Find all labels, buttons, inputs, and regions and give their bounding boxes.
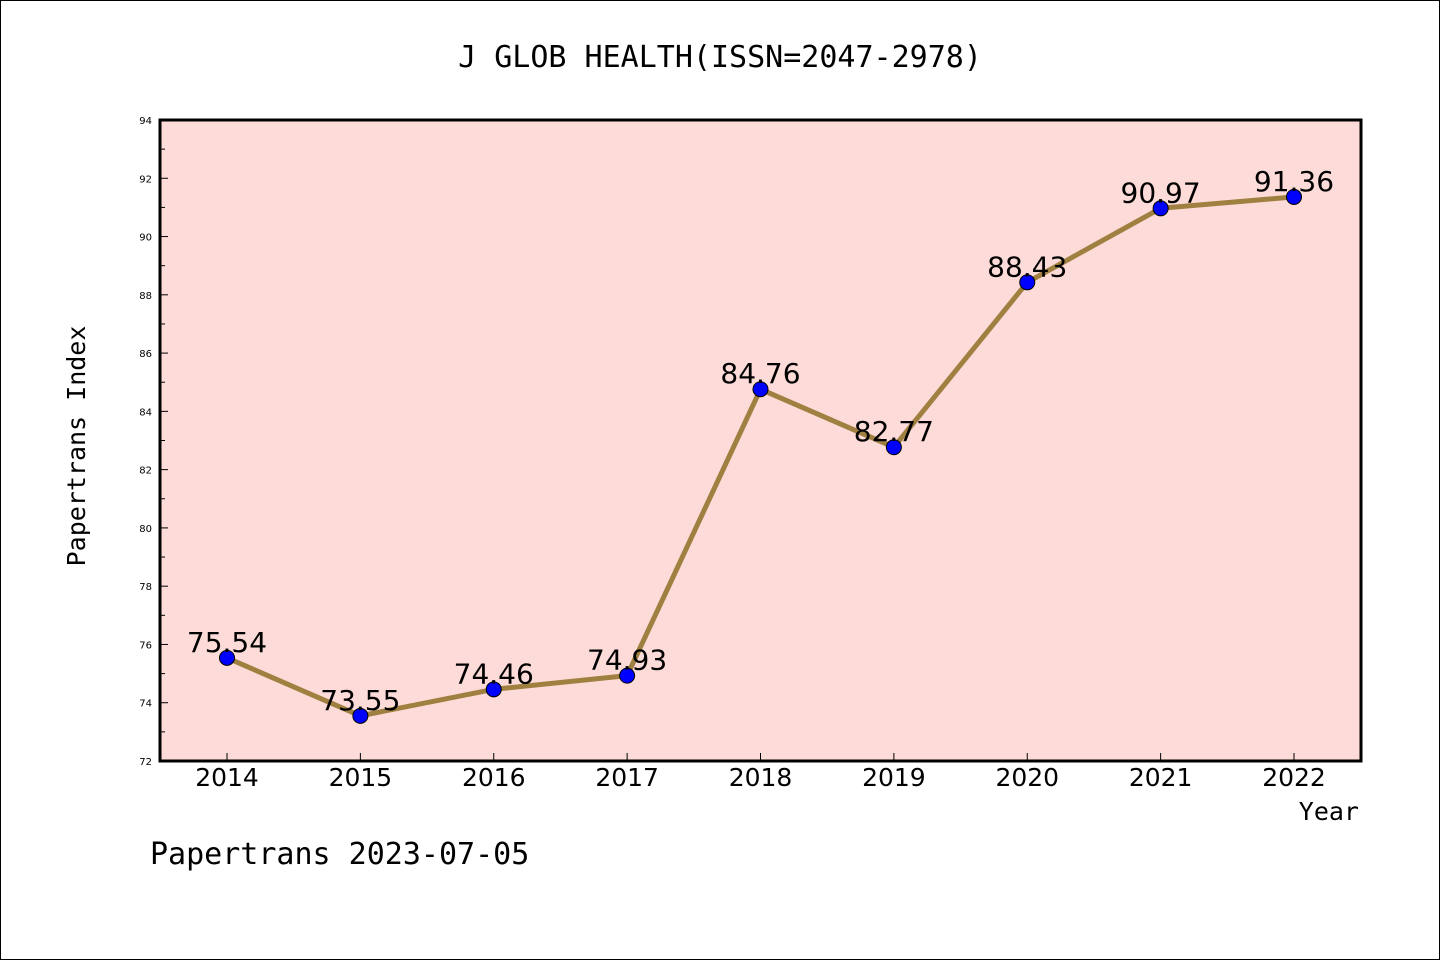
data-label: 74.93 [587,644,667,677]
data-label: 84.76 [720,357,800,390]
data-point-marker [1152,200,1169,217]
x-axis: 2014 2015 2016 2017 2018 2019 2020 2021 2022 [195,753,1326,792]
y-tick-label: 74 [139,699,152,710]
data-point-marker [1019,274,1036,291]
data-point-marker [752,381,769,398]
data-point-marker [352,707,369,724]
data-label: 88.43 [987,250,1067,283]
data-point-marker [1286,188,1302,205]
y-tick-label: 76 [139,640,152,651]
x-tick-label: 2018 [729,763,793,792]
y-tick-label: 72 [139,757,152,768]
data-label: 74.46 [454,657,534,690]
y-tick-label: 88 [139,291,152,302]
x-tick-label: 2022 [1262,763,1326,792]
x-tick-label: 2016 [462,763,526,792]
data-point-marker [885,439,902,456]
x-axis-label: Year [1299,797,1359,826]
x-tick-label: 2017 [595,763,659,792]
y-tick-label: 94 [139,116,152,127]
y-tick-label: 86 [139,349,152,360]
data-label: 91.36 [1254,165,1334,198]
data-label: 73.55 [320,684,400,717]
y-tick-label: 92 [139,174,152,185]
y-tick-label: 90 [139,233,152,244]
series-line-group [219,188,1302,724]
data-point-marker [619,667,636,684]
x-tick-label: 2014 [195,763,259,792]
data-label: 82.77 [854,415,934,448]
data-point-marker [219,649,235,666]
x-tick-label: 2019 [862,763,926,792]
y-axis-label: Papertrans Index [62,326,91,567]
x-tick-label: 2020 [995,763,1059,792]
data-label: 75.54 [187,626,267,659]
footer-text: Papertrans 2023-07-05 [150,837,529,872]
x-tick-label: 2015 [329,763,393,792]
y-tick-label: 78 [139,582,152,593]
plot-frame [158,118,1363,763]
plot-area [160,120,1361,761]
data-labels: 75.54 73.55 74.46 74.93 84.76 82.77 88.43 90.97… [187,165,1334,717]
y-tick-label: 80 [139,524,152,535]
chart-title: J GLOB HEALTH(ISSN=2047-2978) [458,40,982,75]
y-tick-label: 84 [139,407,152,418]
x-tick-label: 2021 [1129,763,1193,792]
data-label: 90.97 [1121,176,1201,209]
data-point-marker [485,681,502,698]
y-axis: 72 74 76 78 80 82 84 86 88 90 92 94 [139,116,168,768]
y-tick-label: 82 [139,466,152,477]
